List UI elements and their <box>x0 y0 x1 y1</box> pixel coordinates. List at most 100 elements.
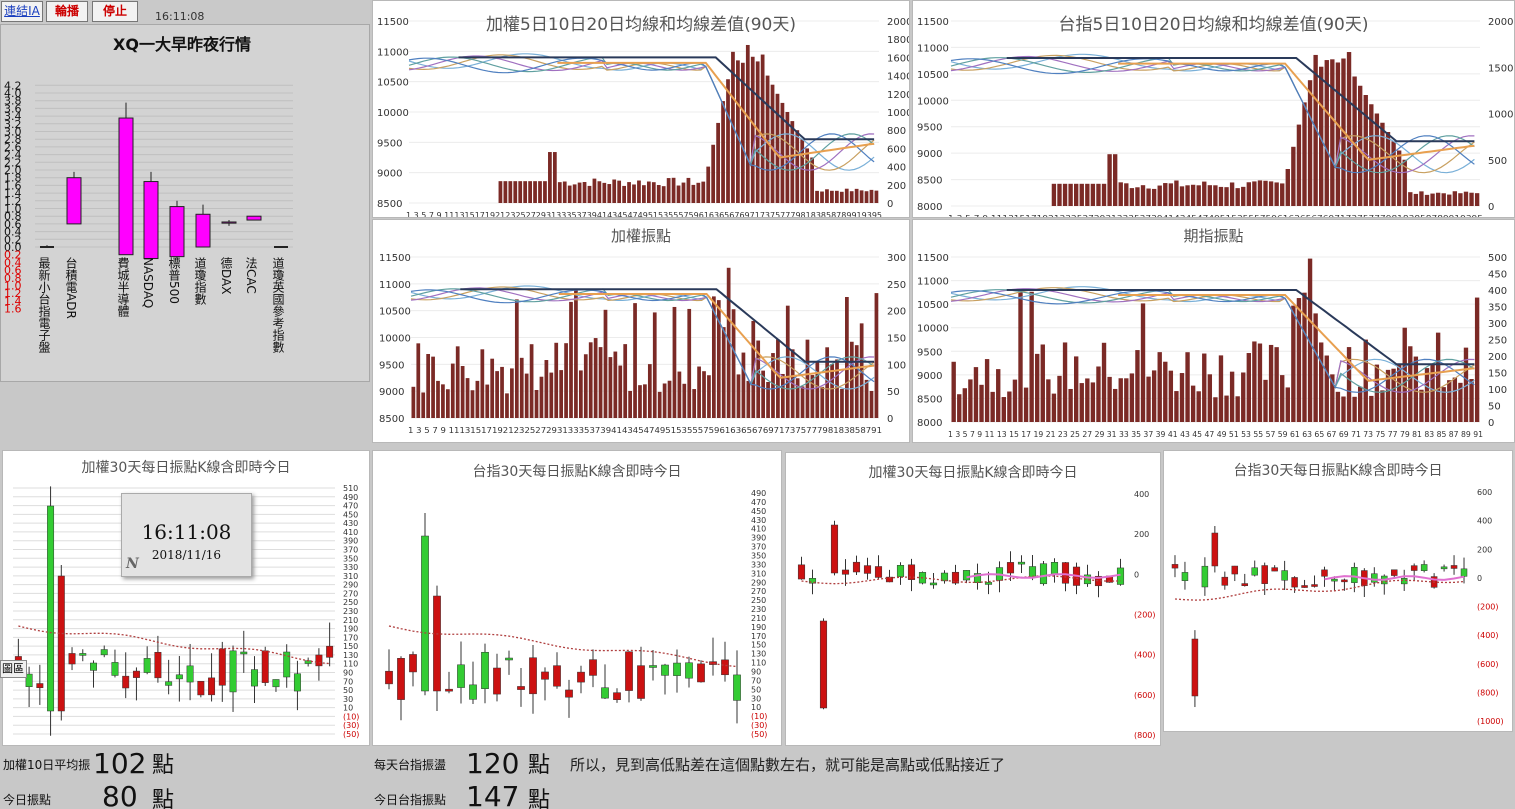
volume-bar <box>1285 169 1290 206</box>
right-tick: 470 <box>751 498 766 507</box>
volume-bar <box>1062 183 1068 206</box>
volume-bar <box>666 178 671 203</box>
candle-body <box>385 670 393 685</box>
left-tick: 8500 <box>917 394 942 405</box>
candle-body <box>111 662 119 676</box>
right-tick: (400) <box>1477 631 1499 640</box>
candle-body <box>397 658 405 700</box>
right-tick: 450 <box>343 510 358 519</box>
right-tick: 490 <box>751 489 766 498</box>
ma-long-line <box>1006 57 1475 143</box>
candle-body <box>907 564 916 580</box>
candle-body <box>143 658 151 673</box>
quote-label: 標普500 <box>167 257 181 304</box>
y-tick: 2.0 <box>4 164 22 177</box>
candle-body <box>165 681 173 686</box>
candle-body <box>481 651 489 689</box>
left-tick: 9000 <box>917 371 942 382</box>
volume-bar <box>662 383 667 418</box>
volume-bar <box>503 181 508 203</box>
left-tick: 11500 <box>379 253 411 264</box>
candle-body <box>661 664 669 676</box>
volume-bar <box>1229 371 1235 422</box>
taiex-swing-panel: 加權振點 11500 11000 10500 10000 9500 9000 8500 300… <box>372 219 910 443</box>
right-tick: 1500 <box>1488 63 1513 74</box>
volume-bar <box>465 378 470 418</box>
volume-bar <box>721 327 726 418</box>
left-tick: 9000 <box>917 149 942 160</box>
candle-body <box>1331 578 1338 582</box>
toolbar: 連結IA 輪播 停止 16:11:08 <box>0 0 370 24</box>
avg10-label: 加權10日平均振 <box>3 758 91 772</box>
candle-body <box>1271 567 1278 572</box>
rotate-button[interactable]: 輪播 <box>46 1 88 22</box>
quote-label: 道瓊指數 <box>193 257 207 306</box>
y-tick-negative: 0.6 <box>4 264 22 277</box>
right-tick: 230 <box>751 605 766 614</box>
right-tick: 800 <box>887 126 906 137</box>
left-tick: 11000 <box>917 43 949 54</box>
candle-body <box>517 686 525 690</box>
volume-bar <box>411 386 416 418</box>
y-tick-negative: 0.8 <box>4 272 22 285</box>
connect-button[interactable]: 連結IA <box>1 1 43 22</box>
stop-button[interactable]: 停止 <box>92 1 138 22</box>
volume-bar <box>513 181 518 203</box>
volume-bar <box>587 185 592 203</box>
volume-bar <box>1202 353 1207 422</box>
candle-body <box>493 667 501 695</box>
side-tab[interactable]: 圖區 <box>0 660 27 678</box>
today-tx-value: 147 <box>466 780 520 809</box>
volume-bar <box>1096 366 1101 422</box>
right-tick: (200) <box>1477 603 1499 612</box>
candle-body <box>896 565 905 577</box>
candle-body <box>529 657 537 695</box>
volume-bar <box>552 152 557 203</box>
toolbar-time: 16:11:08 <box>155 10 205 23</box>
avg-line <box>1174 579 1465 601</box>
volume-bar <box>637 180 641 203</box>
volume-bar <box>854 345 859 418</box>
y-tick: 0.0 <box>4 241 22 254</box>
volume-bar <box>548 152 552 203</box>
volume-bar <box>1018 290 1023 422</box>
right-tick: 1000 <box>887 108 910 119</box>
left-tick: 9500 <box>377 138 402 149</box>
candle-body <box>625 651 633 691</box>
volume-bar <box>574 288 578 418</box>
volume-bar <box>597 181 602 203</box>
volume-bar <box>805 148 810 203</box>
right-tick: 400 <box>1477 517 1492 526</box>
ma-line <box>410 288 875 390</box>
avg-line <box>801 575 1121 585</box>
volume-bar <box>667 380 672 418</box>
volume-bar <box>736 374 741 418</box>
candle-body <box>733 674 741 701</box>
volume-bar <box>726 79 730 203</box>
right-tick: 250 <box>751 596 766 605</box>
volume-bar <box>652 312 657 418</box>
left-tick: 10000 <box>917 96 949 107</box>
volume-bar <box>1391 141 1396 206</box>
volume-bar <box>1335 391 1341 422</box>
volume-bar <box>1363 339 1368 422</box>
volume-bar <box>849 191 854 203</box>
candle-body <box>962 570 971 581</box>
volume-bar <box>524 373 529 418</box>
volume-bar <box>656 185 661 203</box>
right-tick: 0 <box>1488 418 1494 429</box>
volume-bar <box>1140 303 1146 422</box>
volume-bar <box>569 301 573 418</box>
right-tick: 200 <box>1134 530 1149 539</box>
x-ticks: 1 3 5 7 9 111315171921232527293133353739… <box>406 211 882 218</box>
right-tick: (30) <box>751 721 767 730</box>
volume-bar <box>638 385 642 418</box>
candle-body <box>1251 567 1258 576</box>
candle-body <box>1171 564 1179 569</box>
right-tick: 600 <box>887 144 906 155</box>
volume-bar <box>1280 183 1285 206</box>
volume-bar <box>1474 297 1480 422</box>
volume-bar <box>1419 191 1424 206</box>
volume-bar <box>746 380 751 418</box>
volume-bar <box>1346 347 1352 422</box>
